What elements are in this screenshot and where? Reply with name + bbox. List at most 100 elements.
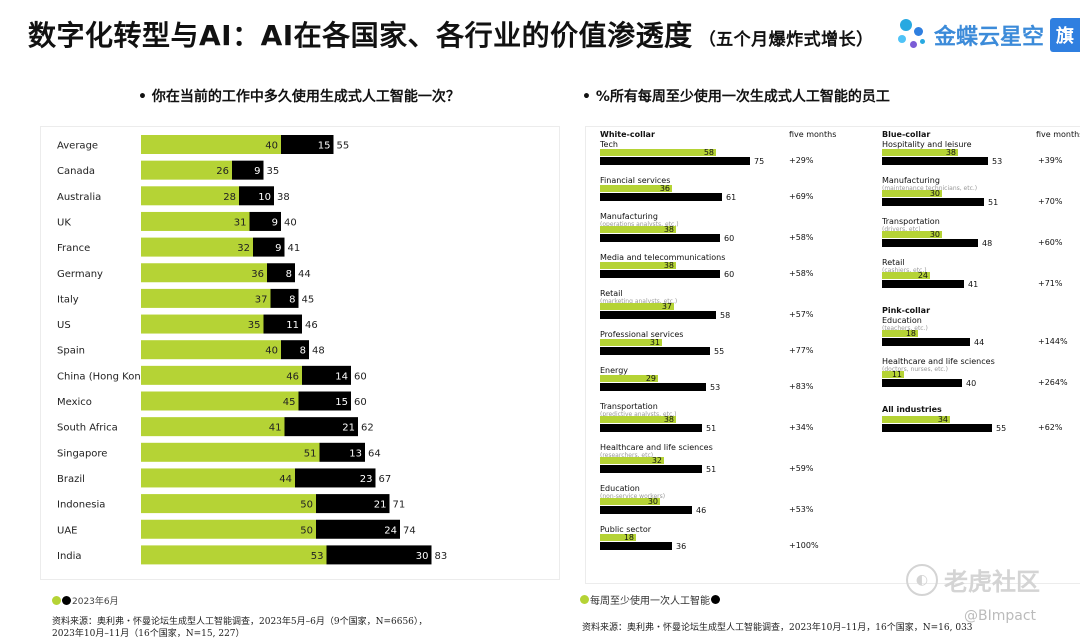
change-label: +77% xyxy=(789,346,814,355)
industry-label: Education xyxy=(882,316,922,325)
green-value-label: 31 xyxy=(650,338,660,347)
group-title: All industries xyxy=(882,405,942,414)
change-label: +264% xyxy=(1038,378,1068,387)
left-legend-label: 2023年6月 xyxy=(72,597,119,607)
industry-label: Healthcare and life sciences xyxy=(882,357,995,366)
green-value-label: 36 xyxy=(251,269,264,280)
category-label: Canada xyxy=(57,166,95,177)
bar-green xyxy=(141,494,316,514)
black-value-label: 55 xyxy=(996,424,1006,433)
bar-black xyxy=(882,379,962,387)
category-label: UAE xyxy=(57,525,77,536)
bar-black xyxy=(600,270,720,278)
green-value-label: 50 xyxy=(300,500,313,511)
green-value-label: 51 xyxy=(304,448,317,459)
black-value-label: 15 xyxy=(335,397,348,408)
bar-black xyxy=(600,424,702,432)
green-value-label: 24 xyxy=(918,271,928,280)
industry-label: Manufacturing xyxy=(882,176,940,185)
bar-green xyxy=(600,339,662,346)
total-label: 41 xyxy=(288,243,301,254)
category-label: Australia xyxy=(57,192,101,203)
bar-green xyxy=(141,237,253,257)
change-label: +39% xyxy=(1038,156,1063,165)
bar-green xyxy=(141,160,232,180)
legend-green-dot-right xyxy=(580,595,589,604)
bar-black xyxy=(600,542,672,550)
industry-sublabel: (predictive analysts, etc.) xyxy=(600,411,677,418)
total-label: 60 xyxy=(354,397,367,408)
change-label: +71% xyxy=(1038,279,1063,288)
right-legend: 每周至少使用一次人工智能 xyxy=(580,592,721,607)
total-label: 35 xyxy=(267,166,280,177)
brand-logo: 金蝶云星空 旗 xyxy=(896,12,1080,58)
bar-black xyxy=(316,519,400,539)
black-value-label: 8 xyxy=(300,346,306,357)
total-label: 83 xyxy=(435,551,448,562)
bar-black xyxy=(882,239,978,247)
watermark: ◐ 老虎社区 xyxy=(906,562,1040,597)
change-label: +34% xyxy=(789,423,814,432)
total-label: 48 xyxy=(312,346,325,357)
page-title-sub: （五个月爆炸式增长） xyxy=(698,30,874,50)
bar-black xyxy=(249,211,281,231)
green-value-label: 40 xyxy=(265,346,278,357)
total-label: 64 xyxy=(368,448,381,459)
category-label: France xyxy=(57,243,90,254)
bar-green xyxy=(600,375,658,382)
legend-black-dot xyxy=(62,596,71,605)
black-value-label: 36 xyxy=(676,542,686,551)
industry-label: Education xyxy=(600,484,640,493)
green-value-label: 41 xyxy=(269,423,282,434)
black-value-label: 14 xyxy=(335,371,348,382)
industry-sublabel: (marketing analysts, etc.) xyxy=(600,298,677,305)
green-value-label: 31 xyxy=(234,217,247,228)
black-value-label: 21 xyxy=(342,423,355,434)
bar-green xyxy=(141,211,250,231)
bar-green xyxy=(141,442,320,462)
green-value-label: 36 xyxy=(660,184,670,193)
left-source: 资料来源：奥利弗・怀曼论坛生成型人工智能调查，2023年5月–6月（9个国家，N… xyxy=(52,616,427,640)
bar-green xyxy=(882,231,942,238)
bar-green xyxy=(141,263,267,283)
industry-label: Manufacturing xyxy=(600,212,658,221)
bar-green xyxy=(141,288,271,308)
category-label: South Africa xyxy=(57,423,118,434)
bar-black xyxy=(319,442,365,462)
right-question: • %所有每周至少使用一次生成式人工智能的员工 xyxy=(582,89,890,105)
bar-green xyxy=(600,457,664,464)
black-value-label: 24 xyxy=(384,525,397,536)
watermark-icon: ◐ xyxy=(906,563,938,596)
legend-green-dot xyxy=(52,596,61,605)
category-label: Germany xyxy=(57,269,103,280)
bar-black xyxy=(600,311,716,319)
bar-black xyxy=(600,506,692,514)
bar-green xyxy=(141,365,302,385)
bar-black xyxy=(882,424,992,432)
bar-black xyxy=(284,417,358,437)
green-value-label: 45 xyxy=(283,397,296,408)
bar-black xyxy=(600,347,710,355)
category-label: Italy xyxy=(57,294,79,305)
green-value-label: 46 xyxy=(286,371,299,382)
industry-sublabel: (non-service workers) xyxy=(600,493,665,500)
change-label: +53% xyxy=(789,505,814,514)
total-label: 40 xyxy=(284,217,297,228)
bar-black xyxy=(281,340,309,360)
green-value-label: 28 xyxy=(223,192,236,203)
industry-sublabel: (researchers, etc) xyxy=(600,452,653,459)
total-label: 74 xyxy=(403,525,416,536)
change-label: +58% xyxy=(789,269,814,278)
green-value-label: 50 xyxy=(300,525,313,536)
black-value-label: 46 xyxy=(696,506,706,515)
group-title: Blue-collar xyxy=(882,130,930,139)
black-value-label: 51 xyxy=(706,424,716,433)
page-title-main: 数字化转型与AI：AI在各国家、各行业的价值渗透度 xyxy=(28,19,693,52)
bar-black xyxy=(239,186,274,206)
bar-green xyxy=(882,416,950,423)
bar-green xyxy=(600,226,676,233)
bar-black xyxy=(302,365,351,385)
green-value-label: 30 xyxy=(930,230,940,239)
black-value-label: 53 xyxy=(992,157,1002,166)
